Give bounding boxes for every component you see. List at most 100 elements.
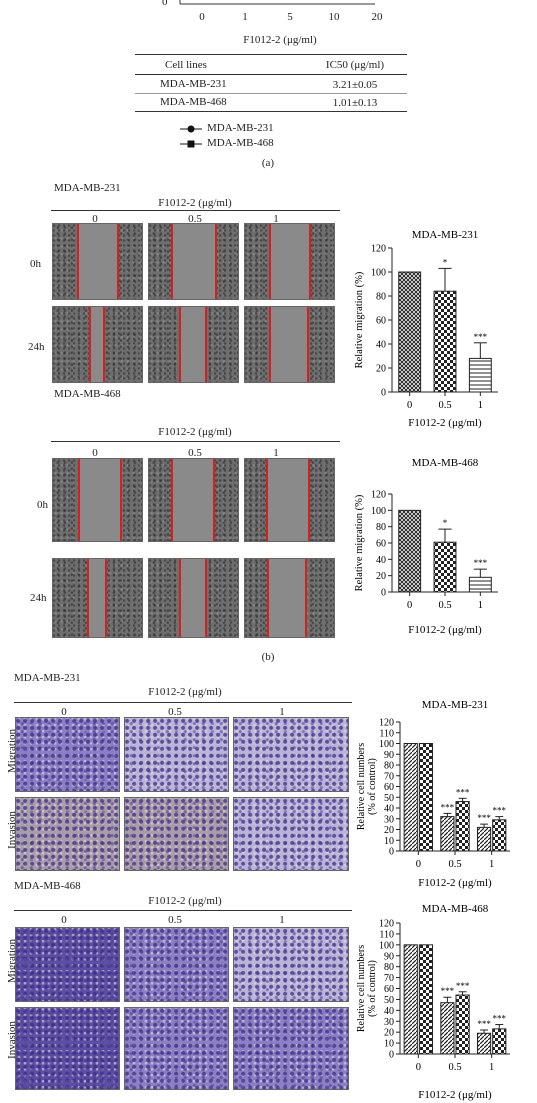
scratch-image-231-24h-d1 xyxy=(244,306,335,383)
chart3-ytick-label: 20 xyxy=(384,825,394,836)
chart4-ytick-label: 80 xyxy=(384,962,394,973)
chart4-ytick-label: 120 xyxy=(379,919,394,930)
b1-row-0h: 0h xyxy=(30,258,41,270)
caption-b: (b) xyxy=(261,651,275,663)
chart2-bar-1 xyxy=(433,541,457,593)
chart2-ylabel: Relative migration (%) xyxy=(354,494,365,591)
a-tick-4: 20 xyxy=(371,11,383,23)
chart4-ytick-label: 60 xyxy=(384,984,394,995)
chart3-s0-bar-1 xyxy=(440,816,455,852)
transwell-231-migration-d05 xyxy=(124,717,229,792)
chart1-ytick-label: 20 xyxy=(376,364,386,375)
b1-row-24h: 24h xyxy=(28,341,45,353)
chart2-ytick-label: 60 xyxy=(376,539,386,550)
chart4-ytick-label: 100 xyxy=(379,940,394,951)
chart4-s1-bar-1 xyxy=(455,994,470,1055)
transwell-231-invasion-d1 xyxy=(233,797,349,871)
chart3-ytick-label: 50 xyxy=(384,793,394,804)
transwell-468-invasion-d0 xyxy=(15,1007,120,1090)
chart3-s1-bar-0 xyxy=(418,743,434,852)
chart3-xtick-label: 0.5 xyxy=(448,859,461,870)
a-tick-1: 1 xyxy=(242,11,248,23)
chart2-xtick-label: 0.5 xyxy=(438,600,451,611)
scratch-image-231-24h-d05 xyxy=(148,306,239,383)
chart3-ytick-label: 90 xyxy=(384,750,394,761)
scratch-image-468-24h-d1 xyxy=(244,558,335,638)
scratch-image-468-0h-d0 xyxy=(52,458,143,542)
chart1-ytick-label: 60 xyxy=(376,316,386,327)
chart2-bar-0 xyxy=(398,509,422,593)
chart4-xtick-label: 0.5 xyxy=(448,1062,461,1073)
c2-dose-1: 0.5 xyxy=(168,914,182,926)
chart2-ytick-label: 20 xyxy=(376,571,386,582)
chart3-ytick-label: 10 xyxy=(384,836,394,847)
b2-treatment: F1012-2 (μg/ml) xyxy=(158,426,232,438)
chart1-title: MDA-MB-231 xyxy=(412,229,479,241)
scratch-image-468-0h-d05 xyxy=(148,458,239,542)
b2-cell-line: MDA-MB-468 xyxy=(54,388,121,400)
chart4-xlabel: F1012-2 (μg/ml) xyxy=(418,1089,492,1101)
y-axis-zero: 0 xyxy=(162,0,168,8)
chart4-ytick-label: 50 xyxy=(384,995,394,1006)
chart1-xtick-label: 0 xyxy=(407,400,412,411)
chart2-xtick-label: 1 xyxy=(478,600,483,611)
chart4-s0-bar-2-sig: *** xyxy=(477,1019,491,1029)
chart2-ytick-label: 40 xyxy=(376,555,386,566)
chart4-title: MDA-MB-468 xyxy=(422,903,489,915)
chart2-title: MDA-MB-468 xyxy=(412,457,479,469)
chart4-ytick-label: 70 xyxy=(384,973,394,984)
c1-dose-2: 1 xyxy=(279,706,285,718)
chart1-xtick-label: 0.5 xyxy=(438,400,451,411)
c1-treatment: F1012-2 (μg/ml) xyxy=(148,686,222,698)
a-tick-2: 5 xyxy=(287,11,293,23)
chart3-s0-bar-2-sig: *** xyxy=(477,813,491,823)
chart2-xlabel: F1012-2 (μg/ml) xyxy=(408,624,482,636)
chart1-ytick-label: 100 xyxy=(371,268,386,279)
chart3-s1-bar-2-sig: *** xyxy=(493,806,507,816)
chart3-title: MDA-MB-231 xyxy=(422,699,489,711)
c1-dose-1: 0.5 xyxy=(168,706,182,718)
b2-dose-0: 0 xyxy=(92,447,98,459)
chart4-s0-bar-2 xyxy=(476,1032,492,1055)
c2-treatment: F1012-2 (μg/ml) xyxy=(148,895,222,907)
c2-dose-2: 1 xyxy=(279,914,285,926)
scratch-image-231-0h-d05 xyxy=(148,223,239,300)
transwell-468-invasion-d1 xyxy=(233,1007,349,1090)
chart3-ytick-label: 40 xyxy=(384,804,394,815)
chart4-s1-bar-2-sig: *** xyxy=(493,1014,507,1024)
chart4-ytick-label: 90 xyxy=(384,951,394,962)
chart4-ytick-label: 40 xyxy=(384,1006,394,1017)
scratch-image-468-24h-d0 xyxy=(52,558,143,638)
chart1-bar-1 xyxy=(433,290,457,393)
chart4-s1-bar-2 xyxy=(492,1028,507,1055)
a-tick-0: 0 xyxy=(199,11,205,23)
chart4-s0-bar-1 xyxy=(440,1002,455,1055)
chart1-ytick-label: 120 xyxy=(371,244,386,255)
chart3-s0-bar-2 xyxy=(476,826,492,852)
transwell-231-migration-d1 xyxy=(233,717,349,792)
c1-cell-line: MDA-MB-231 xyxy=(14,672,81,684)
chart3-ytick-label: 110 xyxy=(379,728,394,739)
chart3-s1-bar-1-sig: *** xyxy=(456,787,470,797)
chart4-s1-bar-1-sig: *** xyxy=(456,981,470,991)
chart4-ylabel2: (% of control) xyxy=(367,960,378,1017)
c2-dose-0: 0 xyxy=(61,914,67,926)
legend-label-468: MDA-MB-468 xyxy=(207,137,274,149)
chart4-s0-bar-1-sig: *** xyxy=(441,986,455,996)
chart1-ytick-label: 80 xyxy=(376,292,386,303)
chart4-ytick-label: 10 xyxy=(384,1039,394,1050)
table-row-1-value: 3.21±0.05 xyxy=(332,79,378,91)
chart2-ytick-label: 80 xyxy=(376,522,386,533)
legend-circle-icon xyxy=(187,125,195,133)
scratch-image-468-24h-d05 xyxy=(148,558,239,638)
chart2-xtick-label: 0 xyxy=(407,600,412,611)
chart2-bar-2 xyxy=(468,576,492,593)
chart2-ytick-label: 120 xyxy=(371,490,386,501)
scratch-image-468-0h-d1 xyxy=(244,458,335,542)
chart1-ytick-label: 40 xyxy=(376,340,386,351)
b2-dose-2: 1 xyxy=(273,447,279,459)
chart3-ytick-label: 80 xyxy=(384,761,394,772)
chart4-xtick-label: 1 xyxy=(489,1062,494,1073)
b1-dose-2: 1 xyxy=(273,213,279,225)
